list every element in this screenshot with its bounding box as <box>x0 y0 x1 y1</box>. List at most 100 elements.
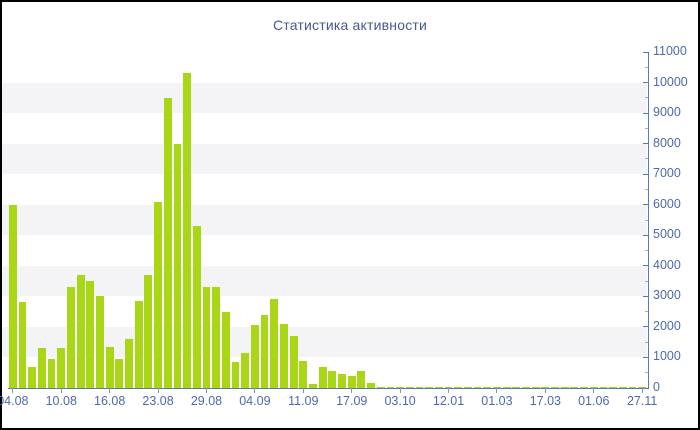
bar[interactable] <box>289 336 298 388</box>
bar[interactable] <box>463 387 472 388</box>
bar[interactable] <box>37 348 46 388</box>
x-axis-label: 17.09 <box>336 394 368 408</box>
y-axis-minor-tick <box>645 66 648 68</box>
bar[interactable] <box>309 384 317 388</box>
bar[interactable] <box>192 226 201 388</box>
bar[interactable] <box>367 383 375 388</box>
bar[interactable] <box>483 387 492 388</box>
bar[interactable] <box>338 374 346 388</box>
bar[interactable] <box>86 281 95 388</box>
y-axis-label: 10000 <box>653 74 688 89</box>
bar[interactable] <box>638 387 647 388</box>
bar[interactable] <box>628 387 637 388</box>
bar[interactable] <box>250 325 259 388</box>
bar[interactable] <box>212 287 221 388</box>
y-axis-label: 2000 <box>653 318 681 333</box>
bar[interactable] <box>183 73 191 388</box>
y-axis-label: 6000 <box>653 196 681 211</box>
bar[interactable] <box>18 302 27 388</box>
x-axis-tick <box>399 388 401 393</box>
bar[interactable] <box>105 347 114 388</box>
gridline-band <box>2 143 647 175</box>
y-axis-major-tick <box>643 265 648 267</box>
bar[interactable] <box>270 299 279 388</box>
bar[interactable] <box>531 387 540 388</box>
bar[interactable] <box>28 367 37 388</box>
bar[interactable] <box>328 371 337 388</box>
y-axis-major-tick <box>643 387 648 389</box>
bar[interactable] <box>202 287 211 388</box>
bar[interactable] <box>386 387 395 388</box>
bar[interactable] <box>299 361 308 388</box>
y-axis-label: 8000 <box>653 135 681 150</box>
bar[interactable] <box>154 202 162 388</box>
x-axis-label: 04.08 <box>0 394 29 408</box>
bar[interactable] <box>405 387 414 388</box>
x-axis-line <box>8 388 649 389</box>
bar[interactable] <box>618 387 627 388</box>
bar[interactable] <box>260 315 269 388</box>
bar[interactable] <box>115 359 124 388</box>
y-axis-label: 0 <box>653 380 660 394</box>
bar[interactable] <box>473 387 482 388</box>
bar[interactable] <box>454 387 463 388</box>
y-axis-major-tick <box>643 82 648 84</box>
x-axis-tick <box>157 388 159 393</box>
bar[interactable] <box>67 287 75 388</box>
bar[interactable] <box>144 275 153 388</box>
bar[interactable] <box>318 367 327 388</box>
bar[interactable] <box>221 312 230 388</box>
bar[interactable] <box>134 301 143 388</box>
bar[interactable] <box>493 387 501 388</box>
y-axis-minor-tick <box>645 280 648 282</box>
x-axis-tick <box>302 388 304 393</box>
bar[interactable] <box>551 387 559 388</box>
bar[interactable] <box>425 387 434 388</box>
bar[interactable] <box>444 387 453 388</box>
x-axis-label: 04.09 <box>239 394 271 408</box>
bar[interactable] <box>57 348 66 388</box>
bar[interactable] <box>570 387 579 388</box>
y-axis-major-tick <box>643 234 648 236</box>
bar[interactable] <box>589 387 598 388</box>
bar[interactable] <box>541 387 550 388</box>
bar[interactable] <box>560 387 569 388</box>
bar[interactable] <box>173 144 182 388</box>
bar[interactable] <box>8 205 17 388</box>
bar[interactable] <box>434 387 443 388</box>
y-axis-minor-tick <box>645 311 648 313</box>
x-axis-tick <box>60 388 62 393</box>
y-axis-major-tick <box>643 295 648 297</box>
bar[interactable] <box>502 387 511 388</box>
bar[interactable] <box>376 387 385 388</box>
bar[interactable] <box>47 359 56 388</box>
bar[interactable] <box>415 387 424 388</box>
bar[interactable] <box>357 371 366 388</box>
y-axis-major-tick <box>643 326 648 328</box>
y-axis-minor-tick <box>645 188 648 190</box>
chart-title: Статистика активности <box>272 17 428 33</box>
bar[interactable] <box>522 387 530 388</box>
bar[interactable] <box>347 376 356 388</box>
y-axis-minor-tick <box>645 158 648 160</box>
x-axis-label: 29.08 <box>190 394 223 408</box>
bar[interactable] <box>76 275 85 388</box>
bar[interactable] <box>96 296 104 388</box>
bar[interactable] <box>512 387 521 388</box>
y-axis-label: 1000 <box>653 349 681 364</box>
bar[interactable] <box>231 362 240 388</box>
x-axis-label: 10.08 <box>45 394 77 408</box>
bar[interactable] <box>396 387 404 388</box>
x-axis-label: 27.11 <box>626 394 658 408</box>
bar[interactable] <box>125 339 133 388</box>
y-axis-minor-tick <box>645 219 648 221</box>
y-axis-major-tick <box>643 112 648 114</box>
bar[interactable] <box>241 353 250 388</box>
y-axis-minor-tick <box>645 372 648 374</box>
x-axis-tick <box>351 388 353 393</box>
bar[interactable] <box>163 98 172 388</box>
bar[interactable] <box>580 387 588 388</box>
bar[interactable] <box>599 387 608 388</box>
bar[interactable] <box>280 324 288 388</box>
bar[interactable] <box>609 387 617 388</box>
